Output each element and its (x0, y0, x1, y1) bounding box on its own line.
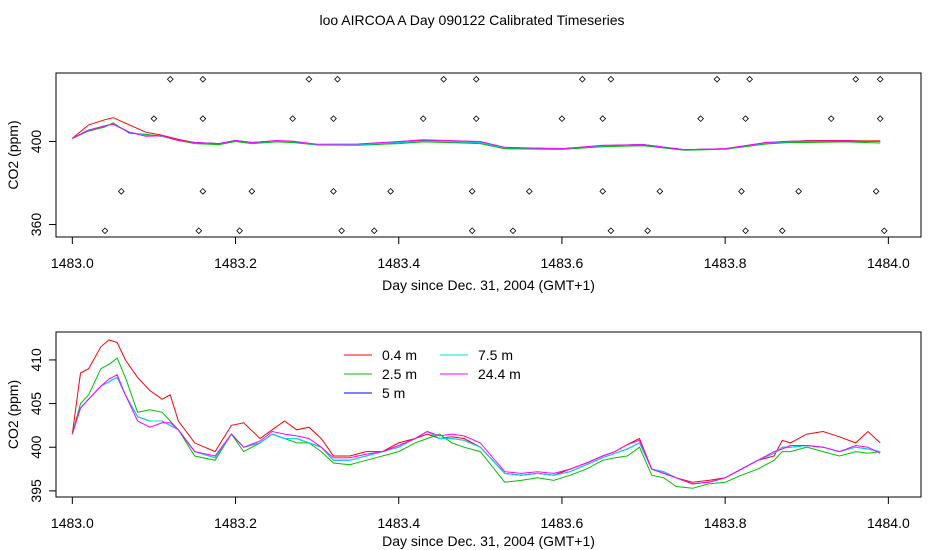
data-point (150, 115, 158, 123)
top-timeseries-panel: 1483.0 1483.2 1483.4 1483.6 1483.8 1484.0 360 4… (5, 72, 922, 293)
data-point (827, 115, 835, 123)
data-point (558, 115, 566, 123)
x-tick-label: 1483.4 (377, 515, 420, 531)
x-tick-label: 1483.4 (377, 255, 420, 271)
y-axis-label: CO2 (ppm) (5, 380, 21, 449)
data-point (778, 227, 786, 235)
data-point (656, 187, 664, 195)
legend-label: 7.5 m (478, 347, 513, 363)
x-axis-label: Day since Dec. 31, 2004 (GMT+1) (382, 533, 595, 549)
chart-title: loo AIRCOA A Day 090122 Calibrated Times… (319, 12, 624, 28)
series-line (72, 123, 881, 151)
data-point (289, 115, 297, 123)
data-point (468, 187, 476, 195)
y-tick-label: 400 (28, 130, 44, 154)
series-line (72, 122, 881, 151)
x-tick-label: 1484.0 (867, 255, 910, 271)
legend-label: 24.4 m (478, 366, 521, 382)
data-point (872, 187, 880, 195)
data-point (742, 227, 749, 235)
x-tick-label: 1484.0 (867, 515, 910, 531)
data-point (166, 75, 174, 83)
series-line (71, 339, 881, 483)
data-point (199, 75, 207, 83)
data-point (795, 187, 802, 195)
data-point (199, 187, 207, 195)
bottom-timeseries-panel: 1483.0 1483.2 1483.4 1483.6 1483.8 1484.0 395 4… (5, 331, 922, 549)
series-line (71, 374, 881, 485)
data-point (199, 115, 207, 123)
data-point (472, 75, 480, 83)
x-tick-label: 1483.8 (704, 255, 747, 271)
data-point (195, 227, 203, 235)
data-point (599, 187, 607, 195)
data-point (742, 115, 749, 123)
x-tick-label: 1483.0 (51, 515, 94, 531)
x-tick-label: 1483.8 (704, 515, 747, 531)
data-point (330, 115, 337, 123)
data-point (876, 115, 884, 123)
data-point (236, 227, 243, 235)
data-point (738, 187, 745, 195)
x-tick-label: 1483.6 (541, 515, 584, 531)
data-point (419, 115, 427, 123)
y-tick-label: 410 (28, 348, 44, 372)
data-point (509, 227, 517, 235)
series-line (71, 357, 881, 489)
y-tick-label: 395 (28, 479, 44, 503)
data-point (607, 227, 615, 235)
legend-label: 5 m (382, 385, 405, 401)
data-point (472, 115, 480, 123)
data-point (330, 187, 337, 195)
legend-label: 2.5 m (382, 366, 417, 382)
data-point (468, 227, 476, 235)
data-point (876, 75, 884, 83)
data-point (117, 187, 125, 195)
x-tick-label: 1483.0 (51, 255, 94, 271)
y-tick-label: 405 (28, 392, 44, 416)
plot-frame (55, 72, 922, 238)
x-tick-label: 1483.2 (214, 255, 257, 271)
y-tick-label: 360 (28, 213, 44, 237)
y-tick-label: 400 (28, 435, 44, 459)
data-point (248, 187, 256, 195)
x-tick-label: 1483.2 (214, 515, 257, 531)
data-point (599, 115, 607, 123)
x-axis-label: Day since Dec. 31, 2004 (GMT+1) (382, 277, 595, 293)
data-point (880, 227, 888, 235)
data-point (644, 227, 651, 235)
data-point (607, 75, 615, 83)
data-point (440, 75, 447, 83)
data-point (334, 75, 341, 83)
series-line (72, 123, 881, 151)
data-point (525, 187, 533, 195)
data-point (387, 187, 394, 195)
y-axis-label: CO2 (ppm) (5, 120, 21, 189)
data-point (713, 75, 721, 83)
data-point (578, 75, 586, 83)
series-line (72, 123, 881, 151)
data-point (697, 115, 705, 123)
data-point (305, 75, 313, 83)
x-tick-label: 1483.6 (541, 255, 584, 271)
plot-frame (55, 331, 922, 498)
data-point (852, 75, 860, 83)
data-point (370, 227, 378, 235)
data-point (338, 227, 345, 235)
data-point (746, 75, 753, 83)
data-point (101, 227, 109, 235)
legend-label: 0.4 m (382, 347, 417, 363)
